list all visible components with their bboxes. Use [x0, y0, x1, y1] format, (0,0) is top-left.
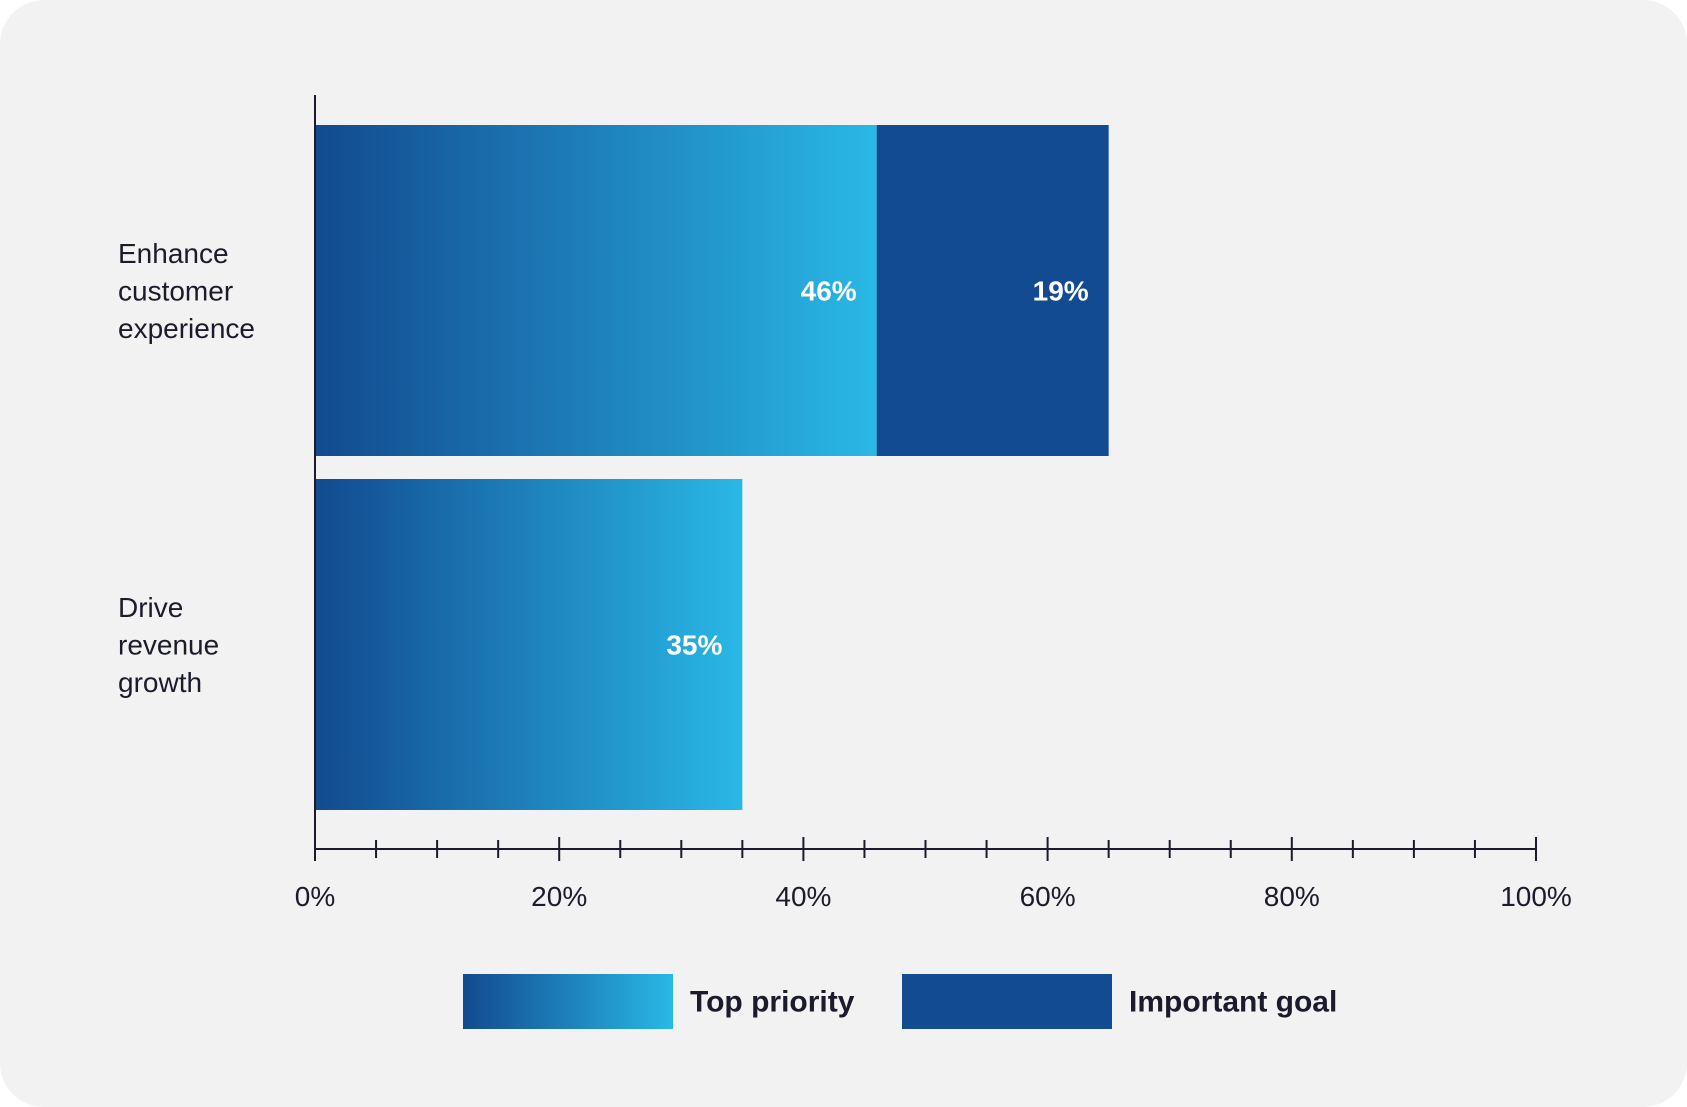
x-tick-label: 100% — [1500, 881, 1572, 912]
data-label-important-goal-0: 19% — [1033, 276, 1089, 307]
legend-swatch-important-goal — [902, 974, 1112, 1029]
legend-swatch-top-priority — [463, 974, 673, 1029]
bar-important-goal-0 — [876, 125, 1109, 456]
legend-label-important-goal: Important goal — [1129, 986, 1337, 1019]
bar-top-priority-0 — [315, 125, 877, 456]
bar-top-priority-1 — [315, 479, 743, 810]
category-label-line: Enhance — [118, 238, 229, 269]
data-label-top-priority-0: 46% — [801, 276, 857, 307]
category-label-1: Drive revenue growth — [118, 592, 219, 698]
data-label-top-priority-1: 35% — [666, 630, 722, 661]
category-label-0: Enhance customer experience — [118, 238, 255, 344]
category-label-line: experience — [118, 313, 255, 344]
x-tick-label: 80% — [1264, 881, 1320, 912]
category-label-line: Drive — [118, 592, 183, 623]
category-label-line: growth — [118, 667, 202, 698]
category-label-line: revenue — [118, 630, 219, 661]
x-tick-label: 20% — [531, 881, 587, 912]
x-tick-label: 60% — [1020, 881, 1076, 912]
category-label-line: customer — [118, 276, 233, 307]
legend-label-top-priority: Top priority — [690, 986, 855, 1019]
x-tick-label: 0% — [295, 881, 335, 912]
x-tick-label: 40% — [775, 881, 831, 912]
